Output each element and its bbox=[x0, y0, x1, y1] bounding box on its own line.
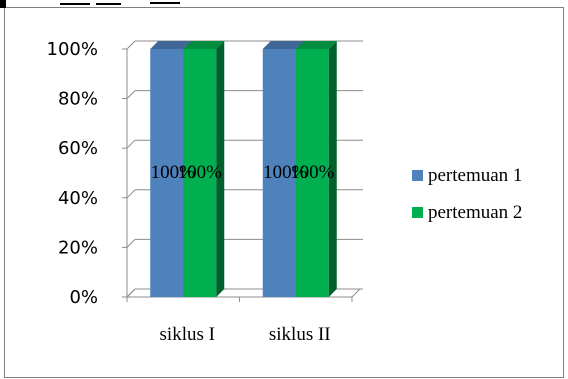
legend-swatch bbox=[412, 170, 423, 181]
y-axis-tick-labels: 0% 20% 40% 60% 80% 100% bbox=[47, 39, 98, 308]
gridline-side bbox=[126, 288, 136, 298]
y-tick-label: 100% bbox=[47, 39, 98, 60]
y-tick-label: 0% bbox=[69, 287, 98, 308]
y-tick-label: 20% bbox=[58, 237, 98, 258]
data-labels: 100%100% 100%100% bbox=[151, 162, 335, 183]
data-label: 100% bbox=[178, 162, 223, 183]
bar-top bbox=[262, 41, 304, 49]
data-label: 100% bbox=[151, 162, 196, 183]
bar-top bbox=[295, 41, 337, 49]
data-label: 100% bbox=[263, 162, 308, 183]
legend-label: pertemuan 1 bbox=[428, 165, 522, 186]
bar-side bbox=[328, 41, 337, 297]
gridline-side bbox=[126, 90, 136, 99]
y-tick-label: 80% bbox=[58, 89, 98, 110]
gridline-side bbox=[126, 189, 136, 199]
gridline-side bbox=[126, 40, 136, 50]
bar-front bbox=[295, 49, 329, 297]
bar-front bbox=[262, 49, 296, 297]
bar-top bbox=[150, 41, 192, 49]
legend-label: pertemuan 2 bbox=[428, 202, 522, 223]
cropped-text-fragment bbox=[0, 0, 568, 8]
category-label: siklus II bbox=[269, 324, 331, 345]
legend: pertemuan 1 pertemuan 2 bbox=[412, 165, 522, 223]
bar-side bbox=[216, 41, 225, 297]
y-tick-label: 60% bbox=[58, 138, 98, 159]
category-label: siklus I bbox=[160, 324, 215, 345]
category-labels: siklus I siklus II bbox=[160, 324, 331, 345]
gridline-side bbox=[126, 139, 136, 149]
bar-front bbox=[150, 49, 184, 297]
data-label: 100% bbox=[290, 162, 335, 183]
bars bbox=[150, 41, 337, 297]
bar-front bbox=[183, 49, 217, 297]
bar-top bbox=[183, 41, 225, 49]
legend-swatch bbox=[412, 207, 423, 218]
bar bbox=[183, 41, 225, 297]
gridline-side bbox=[126, 239, 136, 248]
y-tick-label: 40% bbox=[58, 188, 98, 209]
bar bbox=[295, 41, 337, 297]
